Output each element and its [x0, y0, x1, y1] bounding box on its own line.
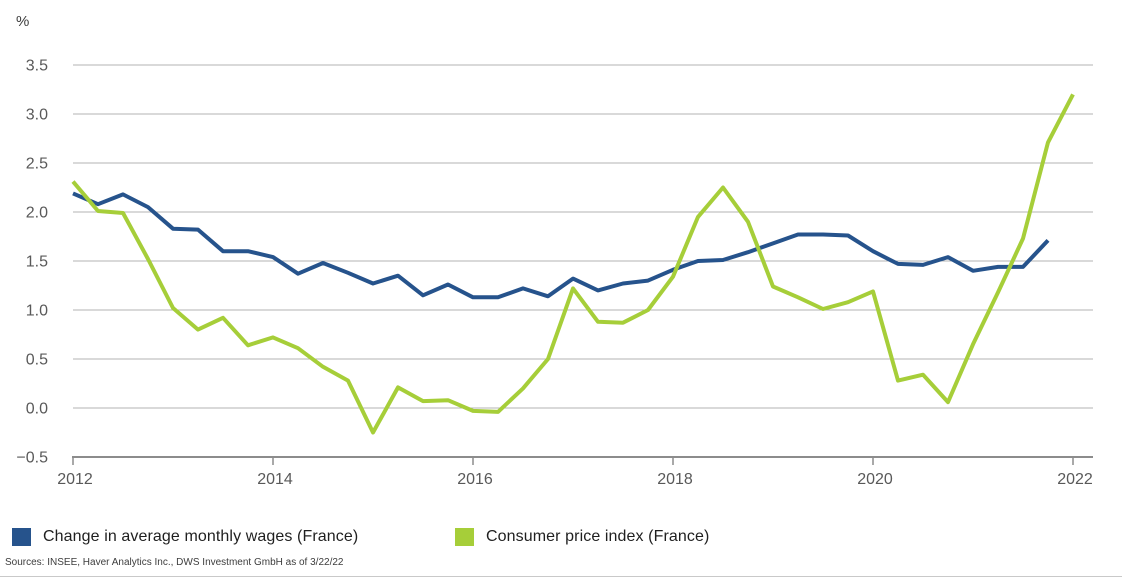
svg-text:2.0: 2.0 — [26, 205, 48, 222]
svg-text:3.0: 3.0 — [26, 107, 48, 124]
svg-text:0.5: 0.5 — [26, 352, 48, 369]
legend-item-cpi: Consumer price index (France) — [455, 528, 709, 546]
svg-text:−0.5: −0.5 — [16, 450, 48, 467]
sources-note: Sources: INSEE, Haver Analytics Inc., DW… — [5, 557, 344, 568]
cpi-series-label: Consumer price index (France) — [486, 528, 710, 545]
svg-text:1.5: 1.5 — [26, 254, 48, 271]
svg-text:2018: 2018 — [657, 471, 693, 488]
line-chart-plot: 3.5 3.0 2.5 2.0 1.5 1.0 0.5 0.0 −0.5 2012 2014 2016… — [16, 58, 1093, 488]
svg-text:2020: 2020 — [857, 471, 893, 488]
wages-series-swatch — [12, 528, 31, 546]
wages-series-label: Change in average monthly wages (France) — [43, 528, 359, 545]
svg-text:0.0: 0.0 — [26, 401, 48, 418]
y-axis-unit-label: % — [16, 13, 30, 30]
bottom-divider — [0, 576, 1122, 577]
legend-item-wages: Change in average monthly wages (France) — [12, 528, 358, 546]
svg-text:2022: 2022 — [1057, 471, 1093, 488]
cpi-series-swatch — [455, 528, 474, 546]
svg-text:2016: 2016 — [457, 471, 493, 488]
svg-text:2014: 2014 — [257, 471, 293, 488]
svg-text:2012: 2012 — [57, 471, 93, 488]
svg-text:2.5: 2.5 — [26, 156, 48, 173]
svg-text:3.5: 3.5 — [26, 58, 48, 75]
svg-text:1.0: 1.0 — [26, 303, 48, 320]
